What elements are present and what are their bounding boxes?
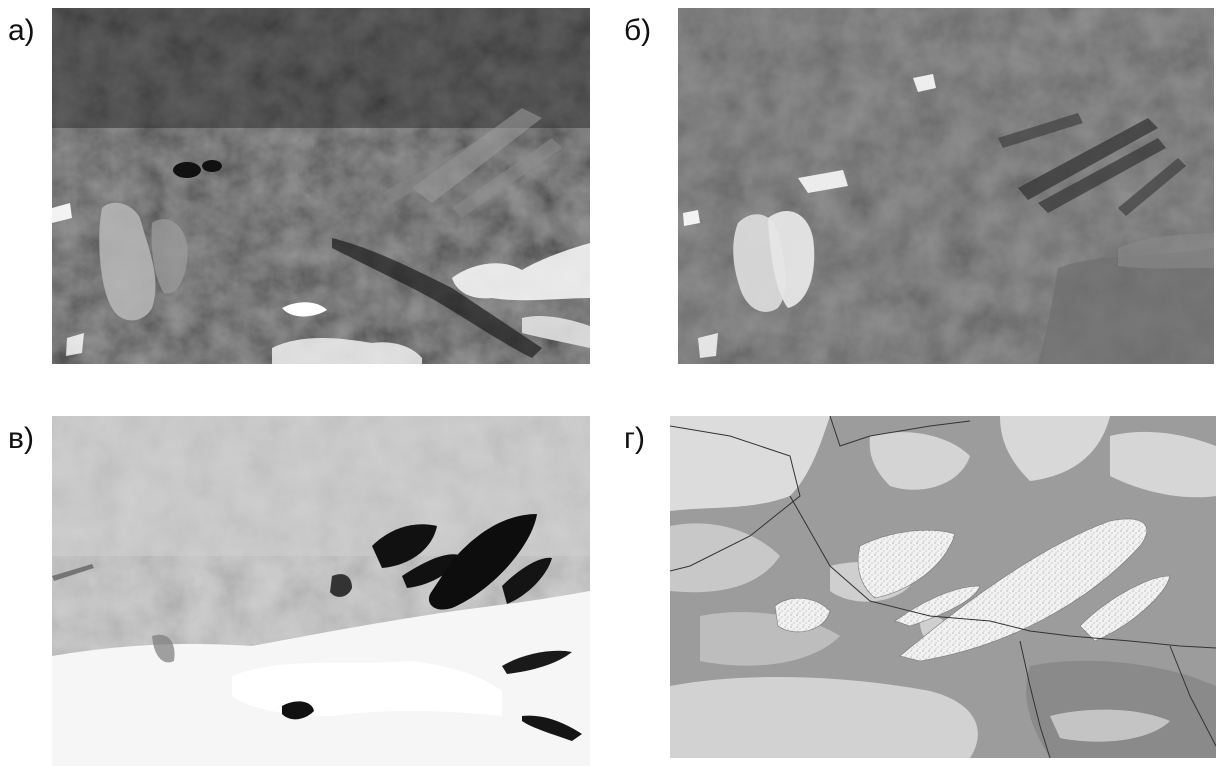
satellite-image-a [52,8,590,364]
satellite-image-v [52,416,590,766]
panel-label-v: в) [8,422,34,455]
classification-map-g [670,416,1216,758]
panel-label-b: б) [624,14,652,47]
panel-label-g: г) [624,422,645,455]
satellite-image-b [678,8,1214,364]
panel-label-a: а) [8,14,35,47]
